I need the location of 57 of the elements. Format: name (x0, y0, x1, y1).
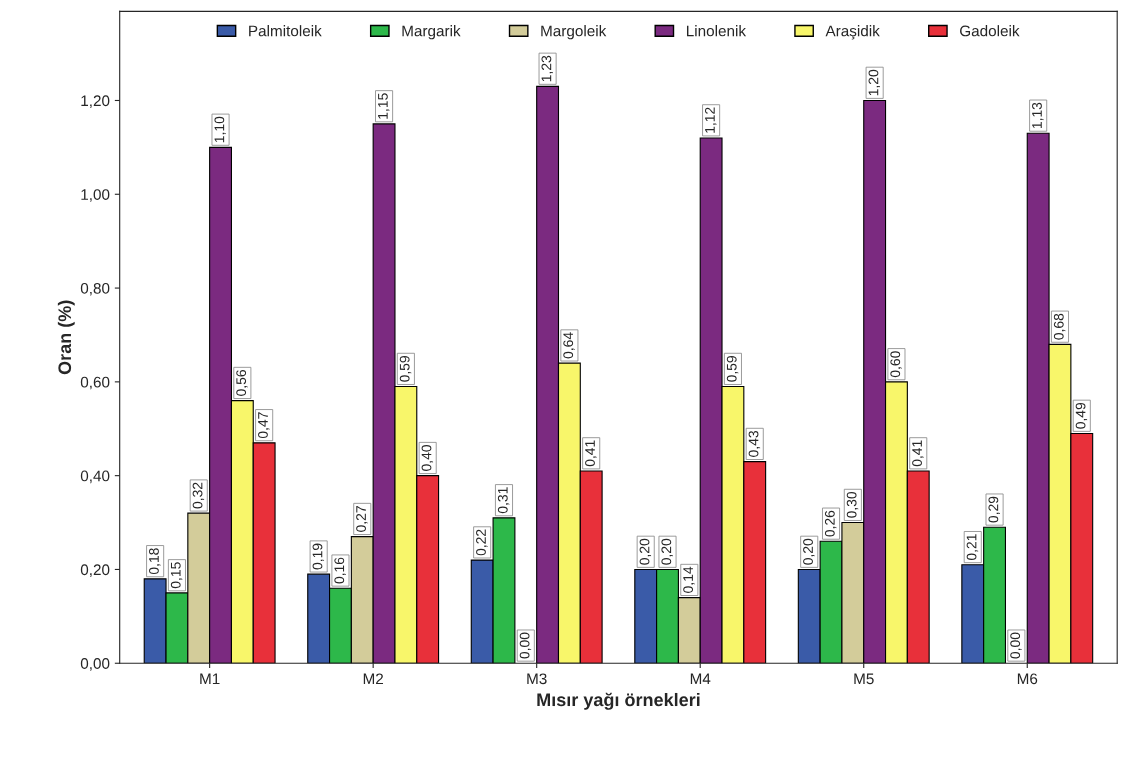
data-label: 0,32 (192, 482, 205, 509)
data-label: 1,10 (214, 116, 226, 143)
data-label: 0,29 (988, 496, 1000, 523)
data-label: 0,41 (912, 440, 924, 467)
data-label: 0,19 (312, 543, 325, 570)
x-tick-label: M1 (200, 673, 220, 685)
data-label: 1,12 (705, 107, 717, 133)
data-label: 0,56 (236, 370, 248, 396)
x-tick-label: M3 (527, 673, 547, 685)
data-label: 0,64 (563, 332, 575, 359)
legend-label: Araşidik (825, 25, 880, 40)
y-tick-label: 0,60 (80, 376, 110, 390)
data-label: 0,22 (476, 529, 488, 556)
data-label: 0,41 (585, 440, 597, 467)
data-label: 1,23 (541, 55, 553, 82)
x-tick-label: M6 (1017, 673, 1038, 685)
x-tick-label: M2 (363, 673, 384, 685)
legend-label: Linolenik (686, 25, 747, 37)
data-label: 0,43 (748, 431, 761, 457)
x-tick-label: M5 (854, 673, 874, 685)
data-label: 0,49 (1075, 402, 1088, 429)
y-tick-label: 0,80 (80, 282, 110, 296)
y-tick-label: 0,00 (80, 658, 110, 671)
data-label: 0,59 (726, 356, 739, 382)
y-tick-label: 0,20 (80, 564, 110, 577)
legend-label: Margarik (402, 25, 461, 40)
data-label: 0,68 (1053, 313, 1066, 340)
y-axis-title: Oran (%) (57, 300, 75, 375)
data-label: 0,27 (356, 506, 368, 532)
data-label: 1,15 (378, 93, 390, 119)
data-label: 0,26 (824, 510, 837, 537)
y-tick-label: 0,40 (80, 470, 110, 484)
data-label: 0,15 (170, 562, 183, 589)
legend-label: Margoleik (541, 25, 607, 40)
data-label: 1,13 (1032, 102, 1044, 129)
y-tick-label: 1,20 (81, 95, 110, 108)
data-label: 0,20 (803, 538, 815, 565)
data-label: 0,40 (421, 445, 434, 471)
data-label: 0,47 (258, 412, 270, 439)
data-label: 0,60 (890, 351, 902, 378)
data-label: 0,20 (639, 538, 652, 565)
data-label: 1,20 (868, 69, 881, 96)
data-label: 0,00 (1010, 632, 1022, 659)
data-label: 0,20 (661, 538, 673, 565)
y-tick-label: 1,00 (81, 189, 110, 202)
data-label: 0,16 (334, 557, 346, 584)
legend-label: Palmitoleik (249, 25, 322, 37)
x-tick-label: M4 (690, 673, 711, 685)
x-axis-title: Mısır yağı örnekleri (537, 692, 700, 710)
data-label: 0,14 (683, 566, 695, 593)
data-label: 0,18 (149, 548, 161, 575)
legend-label: Gadoleik (960, 25, 1020, 37)
data-label: 0,59 (399, 356, 412, 382)
data-label: 0,30 (846, 491, 859, 518)
data-label: 0,31 (497, 487, 510, 514)
data-label: 0,21 (966, 534, 979, 561)
data-label: 0,00 (519, 632, 532, 659)
